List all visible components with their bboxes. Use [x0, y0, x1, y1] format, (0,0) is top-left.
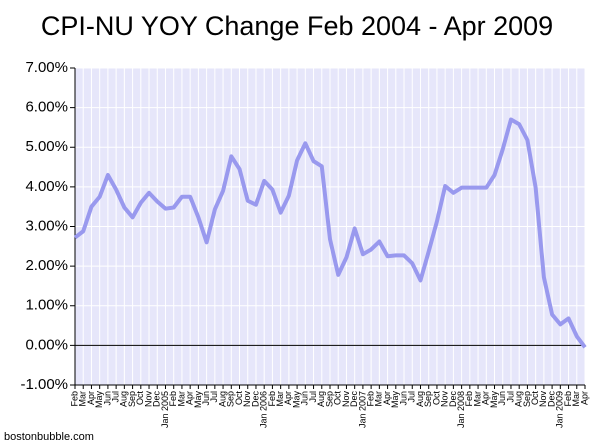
x-tick-label: Nov	[538, 391, 548, 408]
x-tick-label: Dec	[152, 391, 162, 408]
x-tick-label: Jan 2006	[259, 391, 269, 428]
x-tick-label: Oct	[135, 391, 145, 406]
x-tick-label: Mar	[571, 391, 581, 407]
x-tick-label: Apr	[283, 391, 293, 405]
x-tick-label: Aug	[415, 391, 425, 407]
y-tick-label: 3.00%	[25, 217, 68, 234]
x-tick-label: Feb	[168, 391, 178, 407]
x-tick-label: Aug	[316, 391, 326, 407]
x-tick-label: Feb	[563, 391, 573, 407]
y-tick-label: 4.00%	[25, 178, 68, 195]
y-tick-label: 5.00%	[25, 138, 68, 155]
y-tick-label: -1.00%	[20, 376, 68, 393]
y-tick-label: 7.00%	[25, 59, 68, 76]
x-tick-label: May	[193, 391, 203, 409]
x-tick-label: May	[94, 391, 104, 409]
x-tick-label: Mar	[275, 391, 285, 407]
x-tick-label: May	[291, 391, 301, 409]
x-tick-label: Jun	[102, 391, 112, 406]
x-tick-label: Jul	[308, 391, 318, 403]
x-tick-label: Sep	[226, 391, 236, 407]
x-tick-label: Nov	[242, 391, 252, 408]
x-tick-label: Jun	[497, 391, 507, 406]
x-tick-label: Dec	[546, 391, 556, 408]
x-tick-label: Mar	[78, 391, 88, 407]
x-tick-label: Mar	[374, 391, 384, 407]
x-tick-label: Nov	[143, 391, 153, 408]
data-line	[73, 117, 587, 349]
x-tick-label: May	[390, 391, 400, 409]
x-tick-label: Jun	[398, 391, 408, 406]
x-tick-label: Aug	[217, 391, 227, 407]
x-tick-label: Jul	[111, 391, 121, 403]
x-tick-label: Apr	[579, 391, 589, 405]
x-tick-label: Oct	[234, 391, 244, 406]
chart-title: CPI-NU YOY Change Feb 2004 - Apr 2009	[41, 11, 553, 41]
x-tick-label: Nov	[440, 391, 450, 408]
x-tick-label: Feb	[464, 391, 474, 407]
x-tick-label: Mar	[472, 391, 482, 407]
x-tick-label: Jul	[505, 391, 515, 403]
x-tick-label: Sep	[324, 391, 334, 407]
x-tick-label: Feb	[267, 391, 277, 407]
x-tick-label: Feb	[69, 391, 79, 407]
x-tick-label: Aug	[119, 391, 129, 407]
y-tick-label: 1.00%	[25, 297, 68, 314]
x-tick-label: Oct	[333, 391, 343, 406]
x-tick-label: Dec	[448, 391, 458, 408]
x-tick-label: Apr	[185, 391, 195, 405]
y-tick-label: 6.00%	[25, 99, 68, 116]
x-tick-label: Apr	[86, 391, 96, 405]
x-tick-label: Jan 2008	[456, 391, 466, 428]
x-tick-label: Jul	[209, 391, 219, 403]
x-tick-label: Dec	[250, 391, 260, 408]
x-tick-label: Nov	[341, 391, 351, 408]
y-tick-label: 0.00%	[25, 336, 68, 353]
x-tick-label: Apr	[481, 391, 491, 405]
x-tick-label: Sep	[127, 391, 137, 407]
x-tick-label: Jan 2007	[357, 391, 367, 428]
x-tick-label: Sep	[522, 391, 532, 407]
x-tick-label: May	[489, 391, 499, 409]
x-tick-label: Jan 2005	[160, 391, 170, 428]
y-tick-label: 2.00%	[25, 257, 68, 274]
x-tick-label: Jun	[300, 391, 310, 406]
x-tick-label: Jul	[407, 391, 417, 403]
footer: bostonbubble.com	[4, 431, 94, 443]
x-tick-label: Dec	[349, 391, 359, 408]
x-tick-label: Aug	[514, 391, 524, 407]
x-tick-label: Oct	[431, 391, 441, 406]
x-tick-label: Feb	[366, 391, 376, 407]
x-tick-label: Mar	[176, 391, 186, 407]
x-tick-label: Oct	[530, 391, 540, 406]
x-tick-label: Apr	[382, 391, 392, 405]
x-tick-label: Jan 2009	[555, 391, 565, 428]
x-tick-label: Sep	[423, 391, 433, 407]
x-tick-label: Jun	[201, 391, 211, 406]
